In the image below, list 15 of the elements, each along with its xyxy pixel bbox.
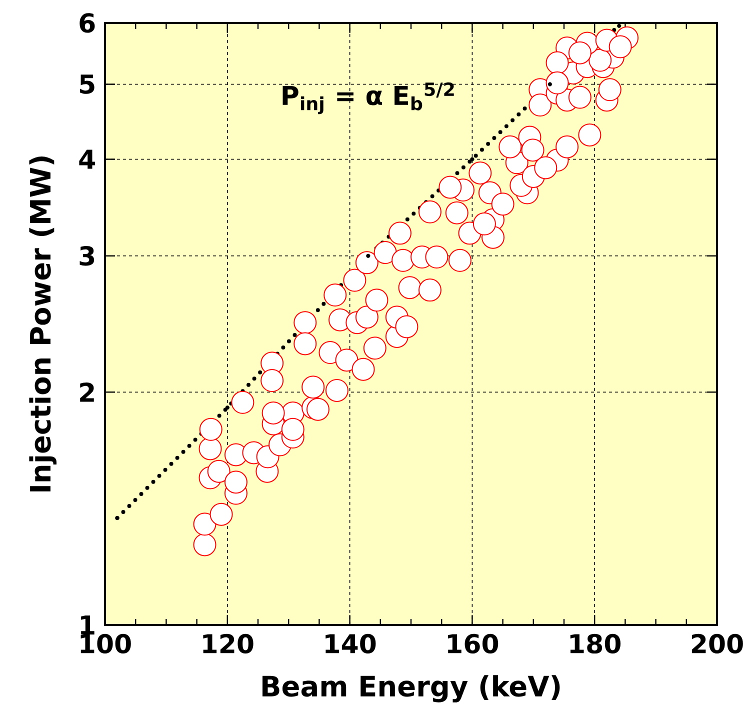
x-tick-label: 180 [570,634,621,654]
annotation: P$_{inj}$ = α E$_{b}$5/2 [282,82,454,114]
x-tick-label: 200 [692,634,743,654]
y-tick-label: 3 [80,246,94,266]
y-axis-title: Injection Power (MW) [29,156,57,492]
x-tick-label: 140 [326,634,376,654]
y-tick-label: 5 [80,74,94,94]
x-tick-label: 100 [80,634,131,654]
x-axis-title: Beam Energy (keV) [262,675,560,702]
x-tick-label: 160 [448,634,498,654]
y-tick-label: 6 [80,13,95,33]
x-tick-label: 120 [203,634,254,654]
y-tick-label: 1 [80,616,94,634]
y-tick-label: 2 [80,382,94,402]
y-tick-label: 4 [79,150,95,169]
